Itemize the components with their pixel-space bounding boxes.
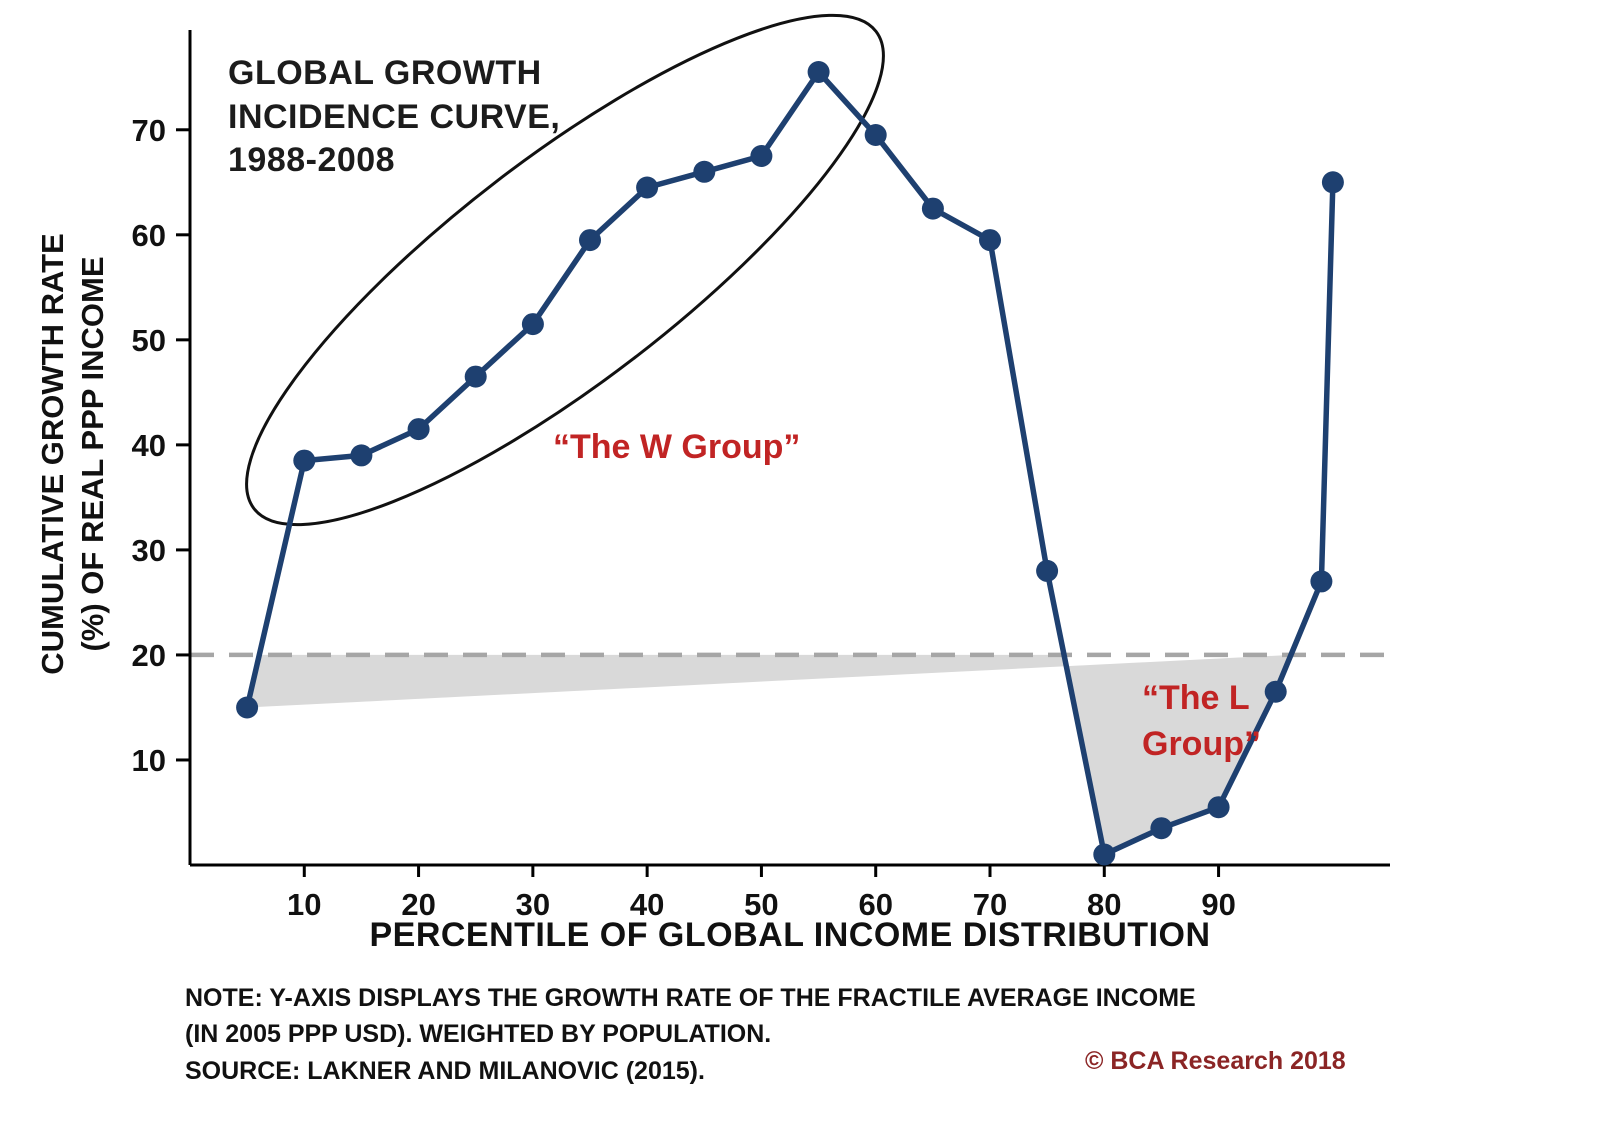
y-tick-label: 40 [132, 428, 166, 463]
data-point-marker [807, 61, 830, 83]
x-tick-label: 30 [516, 887, 550, 922]
x-tick-label: 40 [630, 887, 664, 922]
x-tick-label: 50 [744, 887, 778, 922]
w-group-ellipse [245, 13, 885, 527]
data-point-marker [693, 160, 716, 183]
x-tick-label: 70 [973, 887, 1007, 922]
x-axis-label: PERCENTILE OF GLOBAL INCOME DISTRIBUTION [369, 916, 1211, 954]
data-point-marker [1264, 680, 1287, 703]
data-point-marker [1093, 843, 1116, 866]
data-point-marker [236, 696, 259, 719]
x-tick-label: 60 [858, 887, 892, 922]
data-point-marker [1321, 171, 1344, 194]
y-tick-label: 20 [132, 638, 166, 673]
w-group-annotation: “The W Group” [553, 428, 801, 466]
y-tick-label: 10 [132, 743, 166, 778]
data-point-marker [1310, 570, 1333, 593]
data-point-marker [864, 124, 887, 146]
y-tick-label: 30 [132, 533, 166, 568]
y-tick-label: 70 [132, 113, 166, 148]
data-point-marker [1207, 796, 1230, 819]
data-point-marker [921, 197, 944, 220]
y-tick-label: 50 [132, 323, 166, 358]
data-point-marker [521, 313, 544, 336]
copyright-text: © BCA Research 2018 [1085, 1047, 1346, 1075]
data-point-marker [979, 229, 1001, 252]
l-group-shaded-area [247, 654, 1292, 855]
chart-title: GLOBAL GROWTH INCIDENCE CURVE, 1988-2008 [228, 54, 561, 180]
axes: 10 20 30 40 50 60 70 10 20 30 40 50 60 70 80 90 [132, 30, 1390, 922]
growth-curve-series [236, 61, 1344, 866]
x-tick-label: 90 [1201, 887, 1235, 922]
footnote-text: NOTE: Y-AXIS DISPLAYS THE GROWTH RATE OF… [185, 984, 1196, 1085]
x-tick-label: 10 [287, 887, 321, 922]
w-group-ellipse-outline [245, 13, 885, 527]
data-point-marker [636, 176, 659, 199]
data-point-marker [579, 229, 601, 252]
data-point-marker [350, 444, 373, 467]
data-point-marker [1036, 559, 1059, 582]
x-tick-label: 80 [1087, 887, 1121, 922]
y-tick-label: 60 [132, 218, 166, 253]
y-axis-label: CUMULATIVE GROWTH RATE (%) OF REAL PPP I… [35, 233, 111, 675]
data-point-marker [1150, 817, 1173, 840]
data-point-marker [407, 418, 430, 441]
data-point-marker [464, 365, 487, 388]
data-point-marker [750, 145, 773, 167]
data-point-marker [293, 449, 316, 472]
l-group-shade-polygon [247, 654, 1292, 855]
x-tick-label: 20 [401, 887, 435, 922]
l-group-annotation: “The L Group” [1142, 679, 1261, 763]
